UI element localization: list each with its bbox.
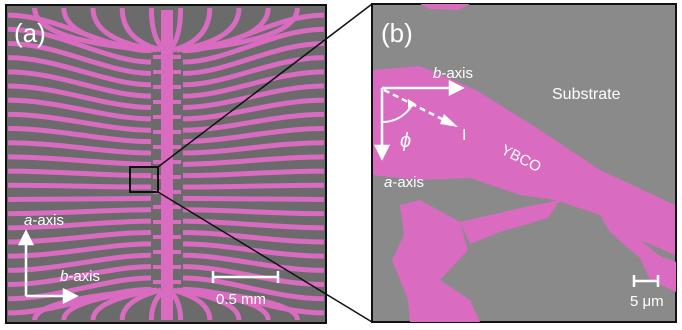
- angle-label: ϕ: [400, 130, 411, 152]
- lead-line: [182, 195, 325, 202]
- bus-branch: [153, 85, 181, 89]
- bus-branch: [153, 175, 181, 179]
- lead-line: [182, 241, 325, 259]
- lead-line: [7, 140, 152, 156]
- panel-b-axes: [373, 79, 465, 161]
- lead-line: [7, 83, 152, 110]
- lead-line: [7, 40, 152, 76]
- lead-line: [182, 168, 325, 179]
- lead-line: [182, 126, 325, 145]
- lead-line: [7, 182, 152, 190]
- panel-b-a-axis-label: a-axis: [384, 174, 424, 191]
- panel-a: (a) a-axis b-axis 0.5 mm: [5, 4, 327, 324]
- lead-line: [182, 207, 325, 217]
- panel-a-bus-branches: [153, 55, 181, 284]
- current-label: I: [462, 127, 466, 144]
- lead-line: [119, 287, 162, 321]
- lead-line: [182, 154, 325, 167]
- lead-line: [7, 275, 152, 302]
- bus-branch: [153, 190, 181, 194]
- lead-line: [182, 97, 325, 122]
- lead-line: [182, 252, 325, 273]
- angle-arc-head: [408, 99, 416, 110]
- substrate-label: Substrate: [552, 86, 621, 103]
- current-arrow: [383, 88, 458, 127]
- panel-a-leads: [7, 7, 325, 321]
- panel-a-label: (a): [14, 18, 46, 48]
- lead-line: [7, 207, 152, 217]
- lead-line: [7, 26, 152, 65]
- panel-b-label: (b): [381, 18, 413, 48]
- lead-line: [7, 69, 152, 99]
- lead-line: [7, 195, 152, 202]
- zoom-line-bottom: [157, 191, 373, 323]
- lead-line: [119, 7, 162, 53]
- panel-a-axes: [17, 229, 79, 305]
- lead-line: [7, 55, 152, 88]
- panel-b: (b) b-axis a-axis ϕ I Substrate YBCO 5 μ…: [371, 3, 677, 323]
- bus-branch: [153, 235, 181, 239]
- bus-branch: [153, 250, 181, 254]
- bus-branch: [153, 205, 181, 209]
- lead-line: [90, 287, 158, 321]
- lead-line: [7, 111, 152, 133]
- zoom-box: [129, 166, 159, 193]
- bus-branch: [153, 220, 181, 224]
- lead-line: [7, 168, 152, 179]
- lead-line: [182, 40, 325, 76]
- lead-line: [182, 218, 325, 231]
- bus-branch: [153, 160, 181, 164]
- lead-line: [7, 154, 152, 167]
- bus-branch: [153, 130, 181, 134]
- panel-a-scale-bar: [211, 271, 280, 283]
- lead-line: [182, 275, 325, 302]
- lead-line: [182, 26, 325, 65]
- panel-a-scale-label: 0.5 mm: [216, 291, 266, 308]
- lead-line: [90, 7, 158, 53]
- bus-branch: [153, 145, 181, 149]
- bus-branch: [153, 265, 181, 269]
- panel-b-b-axis-label: b-axis: [433, 65, 473, 82]
- lead-line: [182, 140, 325, 156]
- bus-branch: [153, 115, 181, 119]
- lead-line: [7, 126, 152, 145]
- lead-line: [184, 7, 300, 53]
- lead-line: [182, 111, 325, 133]
- lead-line: [182, 264, 325, 288]
- zoom-line-top: [157, 3, 373, 168]
- lead-line: [182, 230, 325, 245]
- lead-line: [182, 69, 325, 99]
- lead-line: [182, 55, 325, 88]
- panel-b-scale-bar: [632, 275, 660, 287]
- panel-b-ybco: [373, 4, 676, 322]
- panel-b-scale-label: 5 μm: [630, 293, 664, 310]
- bus-branch: [153, 100, 181, 104]
- lead-line: [7, 97, 152, 122]
- bus-branch: [153, 280, 181, 284]
- panel-a-a-axis-label: a-axis: [24, 212, 64, 229]
- lead-line: [184, 287, 300, 321]
- panel-a-b-axis-label: b-axis: [60, 268, 100, 285]
- lead-line: [7, 218, 152, 231]
- bus-branch: [153, 55, 181, 59]
- lead-line: [182, 182, 325, 190]
- bus-branch: [153, 70, 181, 74]
